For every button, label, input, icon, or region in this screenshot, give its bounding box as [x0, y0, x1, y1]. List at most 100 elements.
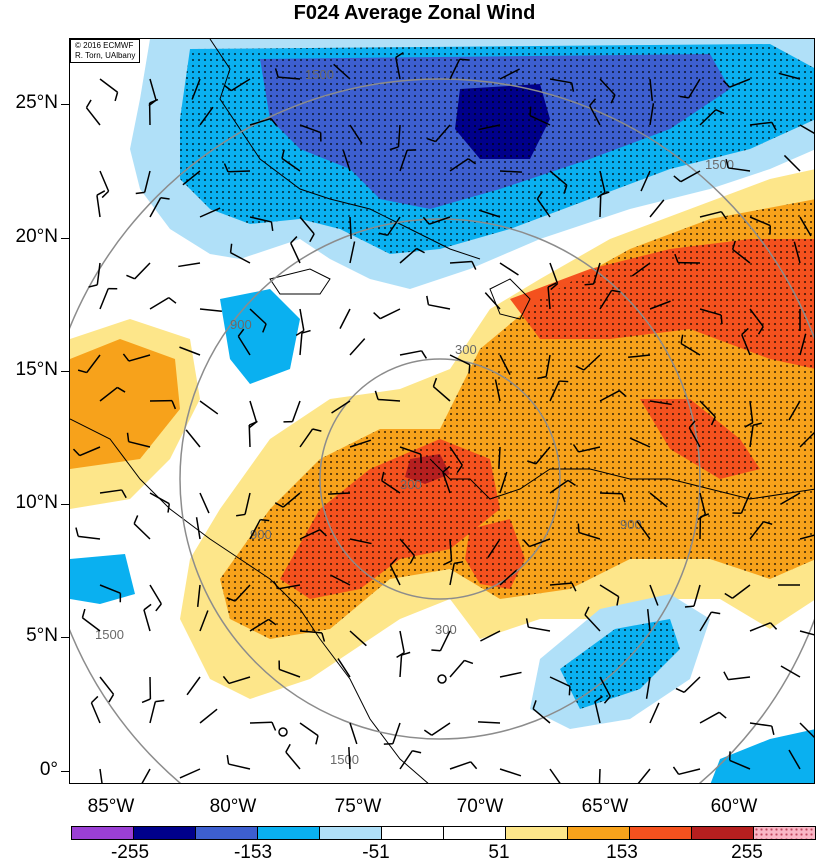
lon-label: 65°W [581, 796, 629, 817]
wind-barb [549, 582, 572, 586]
wind-barb [199, 308, 222, 313]
wind-barb-feather [468, 364, 471, 374]
wind-barb-feather [575, 365, 585, 371]
wind-barb [195, 517, 201, 540]
wind-barb [599, 492, 623, 495]
station-marker [278, 727, 288, 737]
colorbar-swatch [133, 826, 196, 840]
wind-barb-feather [389, 558, 398, 566]
wind-barb [499, 68, 520, 80]
wind-barb-feather [426, 295, 430, 305]
wind-barb [545, 354, 551, 377]
wind-barb [728, 167, 751, 172]
wind-barb [729, 759, 751, 770]
wind-barb [290, 242, 301, 264]
wind-barb [549, 676, 571, 687]
wind-barb [649, 492, 668, 508]
wind-barb [535, 446, 551, 465]
wind-barb-feather [262, 323, 267, 333]
wind-barb [185, 429, 201, 448]
wind-barb [549, 262, 559, 284]
wind-barb-feather [77, 369, 87, 374]
wind-barb [498, 446, 501, 470]
wind-barb-feather [684, 605, 695, 608]
wind-barb [688, 427, 701, 448]
wind-barb [693, 584, 701, 607]
wind-barb [227, 170, 251, 173]
coastlines [70, 39, 814, 783]
wind-barb [628, 354, 651, 359]
wind-barb-feather [722, 80, 731, 88]
wind-barb-feather [710, 416, 716, 426]
wind-barb [234, 584, 251, 602]
wind-barb-feather [470, 761, 478, 770]
wind-barb-feather [584, 283, 594, 286]
wind-barb [646, 609, 651, 632]
wind-barb [143, 170, 151, 193]
wind-barb [99, 489, 122, 494]
wind-barb-feather [401, 651, 411, 656]
wind-barb [327, 492, 351, 495]
credit-box: © 2016 ECMWF R. Torn, UAlbany [70, 39, 141, 63]
wind-barb-feather [88, 284, 98, 288]
wind-barb [645, 676, 651, 699]
wind-barb [149, 297, 170, 310]
wind-barb-feather [273, 580, 279, 590]
wind-barb-feather [610, 94, 616, 104]
wind-barb [249, 400, 258, 423]
wind-barb [649, 78, 654, 101]
colorbar-label: -255 [110, 842, 150, 863]
wind-barb [133, 523, 151, 540]
wind-barb [499, 569, 517, 586]
wind-barb [749, 622, 771, 632]
wind-barb-feather [603, 695, 611, 704]
wind-barb-feather [81, 608, 86, 618]
wind-barb [249, 618, 270, 632]
wind-barb-feather [168, 297, 177, 304]
wind-barb [399, 248, 418, 264]
wind-barb [732, 248, 751, 264]
wind-barb [578, 446, 601, 453]
wind-barb-feather [126, 274, 136, 280]
ring-label: 1500 [330, 752, 359, 767]
wind-barb [99, 288, 109, 310]
colorbar-swatch [257, 826, 320, 840]
wind-barb [494, 379, 501, 402]
wind-barb [291, 400, 301, 422]
lat-tick [61, 771, 69, 772]
wind-barb [85, 107, 101, 126]
wind-barb-feather [420, 350, 428, 359]
wind-barb [699, 210, 722, 218]
wind-barb [96, 262, 101, 285]
wind-barb-feather [312, 428, 322, 432]
lon-label: 70°W [456, 796, 504, 817]
wind-barb [244, 492, 251, 515]
wind-barb-feather [673, 175, 682, 183]
wind-barb-feather [529, 106, 532, 116]
wind-barb-feather [431, 649, 441, 652]
map-panel: 1500 900 300 300 900 1500 1500 900 300 1… [69, 38, 815, 784]
wind-barb-feather [126, 432, 130, 442]
colorbar-swatch [443, 826, 506, 840]
wind-barb-feather [589, 98, 597, 107]
center-marker [437, 674, 447, 684]
wind-barb-feather [248, 420, 258, 426]
wind-barb [749, 521, 765, 540]
wind-barb-feather [295, 330, 305, 336]
wind-barb [678, 768, 701, 776]
wind-barb [529, 538, 551, 548]
wind-barb [699, 711, 720, 724]
wind-barb [478, 124, 501, 131]
wind-barb-feather [226, 755, 230, 765]
lat-tick [61, 371, 69, 372]
wind-barb [249, 117, 272, 126]
wind-barb [299, 333, 303, 356]
ring-label: 1500 [95, 627, 124, 642]
wind-barb-feather [85, 99, 92, 109]
wind-barb-feather [260, 518, 270, 522]
wind-barb [549, 78, 572, 84]
wind-barb [299, 124, 321, 134]
wind-barb [182, 170, 201, 186]
wind-barb [395, 57, 401, 80]
wind-barb [278, 584, 301, 590]
